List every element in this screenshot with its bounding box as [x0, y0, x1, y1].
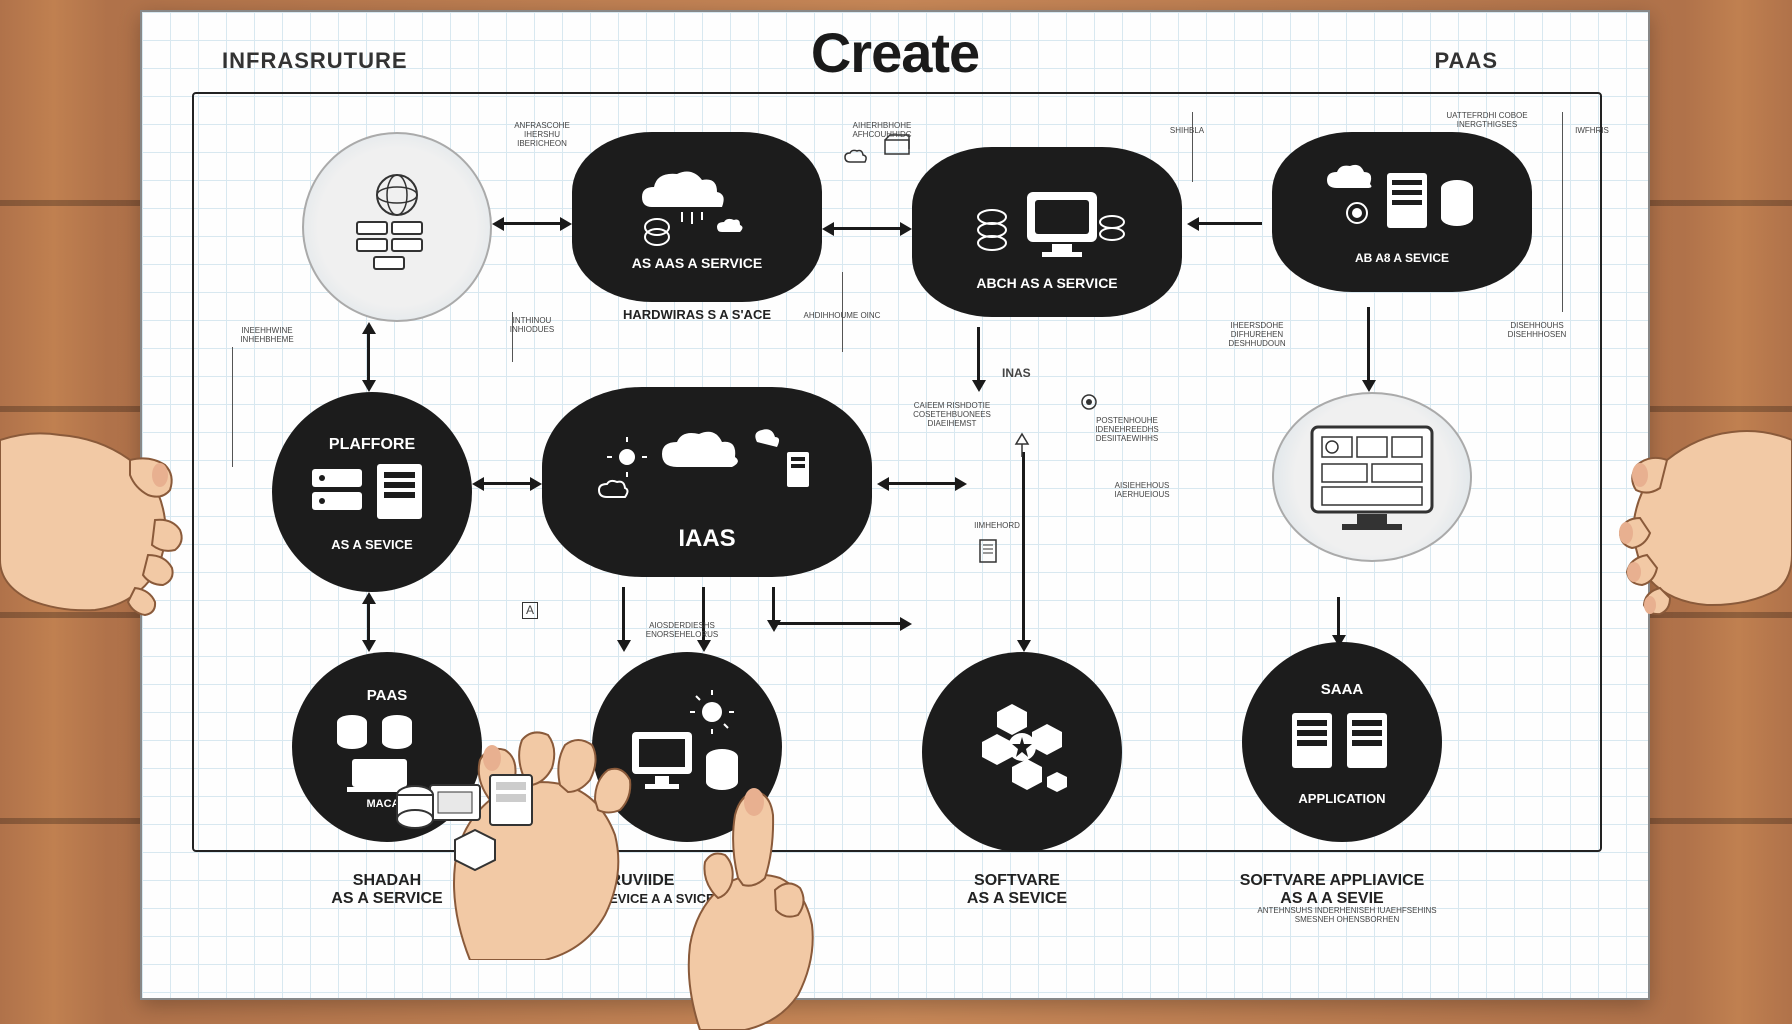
- node-label: IAAS: [678, 526, 735, 552]
- label-line1: SOFTVARE APPLIAVICE: [1240, 872, 1425, 889]
- small-gear-icon: [1077, 390, 1101, 414]
- tiny-label-a: A: [522, 602, 538, 619]
- node-software: [922, 652, 1122, 852]
- node-label: SAAA: [1321, 682, 1364, 699]
- arrow-n6-right: [887, 482, 957, 485]
- arrow-n2-n3: [832, 227, 902, 230]
- header-left: INFRASRUTURE: [222, 48, 408, 74]
- tiny-label-dec6: IWFHRIS: [1572, 127, 1612, 136]
- node-sublabel: AS A SEVICE: [331, 538, 412, 552]
- cloud-rain-icon: [622, 162, 772, 252]
- node-label: PLAFFORE: [329, 436, 415, 454]
- header-right: PAAS: [1435, 48, 1499, 74]
- arrow-to-n10: [772, 622, 902, 625]
- tiny-label-dec11: CAIEEM RISHDOTIE COSETEHBUONEES DIAEIHEM…: [902, 402, 1002, 428]
- tiny-label-dec9: IHEERSDOHE DIFHUREHEN DESHHUDOUN: [1212, 322, 1302, 348]
- tiny-label-dec1: INEEHHWINE INHEHBHEME: [227, 327, 307, 345]
- node-infrastructure: [302, 132, 492, 322]
- tiny-label-dec14: IIMHEHORD: [962, 522, 1032, 531]
- arrow-n3-n6-a: [977, 327, 980, 382]
- bottom-hand-hold: [380, 680, 640, 960]
- iaas-cloud-icon: [577, 412, 837, 522]
- server-rack-icon: [1277, 698, 1407, 788]
- node-label: ABCH AS A SERVICE: [976, 276, 1117, 291]
- drive-server-icon: [302, 454, 442, 534]
- node-abch-service: ABCH AS A SERVICE: [912, 142, 1182, 322]
- tiny-label-dec8: AHDIHHOUME OINC: [802, 312, 882, 321]
- tiny-label-dec16: ANTEHNSUHS INDERHENISEH IUAEHFSEHINS SME…: [1242, 907, 1452, 925]
- globe-servers-icon: [337, 167, 457, 287]
- tiny-label-dec7: INTHINOU INHIODUES: [497, 317, 567, 335]
- thin-line-4: [1192, 112, 1193, 182]
- tiny-label-inas: INAS: [1002, 367, 1031, 380]
- node-aas-service: AS AAS A SERVICE HARDWIRAS S A S'ACE: [572, 122, 822, 332]
- right-hand: [1612, 370, 1792, 650]
- node-iaas-center: IAAS: [542, 382, 872, 582]
- arrow-n1-n2: [502, 222, 562, 225]
- bottom-label-3: SOFTVARE AS A SEVICE: [942, 872, 1092, 909]
- node-label: AS AAS A SERVICE: [632, 256, 762, 271]
- arrow-mid-down: [1022, 452, 1025, 642]
- tiny-label-dec10: DISEHHOUHS DISEHHHOSEN: [1492, 322, 1582, 340]
- thin-line-5: [1562, 112, 1563, 312]
- label-line2: AS A A SEVIE: [1280, 890, 1383, 907]
- tiny-label-dec13: AISIEHEHOUS IAERHUEIOUS: [1097, 482, 1187, 500]
- page-title: Create: [811, 20, 979, 85]
- hexagon-apps-icon: [952, 682, 1092, 822]
- bottom-label-4: SOFTVARE APPLIAVICE AS A A SEVIE: [1232, 872, 1432, 909]
- arrow-n5-n8: [367, 602, 370, 642]
- arrow-n4-n3: [1197, 222, 1262, 225]
- small-page-icon: [977, 537, 999, 565]
- node-platform: PLAFFORE AS A SEVICE: [272, 392, 472, 592]
- tiny-label-dec15: AIOSDERDIESHS ENORSEHELORUS: [622, 622, 742, 640]
- thin-line-1: [232, 347, 233, 467]
- small-box-icon: [882, 132, 912, 157]
- tiny-label-dec4: SHIHBLA: [1162, 127, 1212, 136]
- cloud-server-db-icon: [1312, 158, 1492, 248]
- dashboard-monitor-icon: [1297, 412, 1447, 542]
- arrow-n1-n5: [367, 332, 370, 382]
- node-sublabel: APPLICATION: [1298, 792, 1385, 806]
- bottom-hand-point: [640, 760, 820, 1030]
- arrow-n5-n6: [482, 482, 532, 485]
- tiny-label-dec12: POSTENHOUHE IDENEHREEDHS DESIITAEWIHHS: [1082, 417, 1172, 443]
- node-sublabel: HARDWIRAS S A S'ACE: [623, 308, 771, 322]
- poster-board: Create INFRASRUTURE PAAS: [140, 10, 1650, 1000]
- tiny-label-dec2: ANFRASCOHE IHERSHU IBERICHEON: [507, 122, 577, 148]
- arrow-n6-n10: [772, 587, 775, 622]
- monitor-db-icon: [957, 172, 1137, 272]
- small-lamp-icon: [1012, 432, 1032, 462]
- label-line1: SOFTVARE: [974, 872, 1060, 889]
- node-saas: SAAA APPLICATION: [1242, 642, 1442, 842]
- tiny-label-dec5: UATTEFRDHI COBOE INERGTHIGSES: [1442, 112, 1532, 130]
- label-line2: AS A SEVICE: [967, 890, 1067, 907]
- small-cloud-icon: [842, 147, 870, 167]
- left-hand: [0, 380, 200, 660]
- arrow-n4-n7: [1367, 307, 1370, 382]
- node-monitor-dashboard: [1272, 392, 1472, 562]
- node-ab-sevice: AB A8 A SEVICE: [1272, 127, 1532, 297]
- arrow-n7-n11: [1337, 597, 1340, 637]
- node-label: AB A8 A SEVICE: [1355, 252, 1449, 265]
